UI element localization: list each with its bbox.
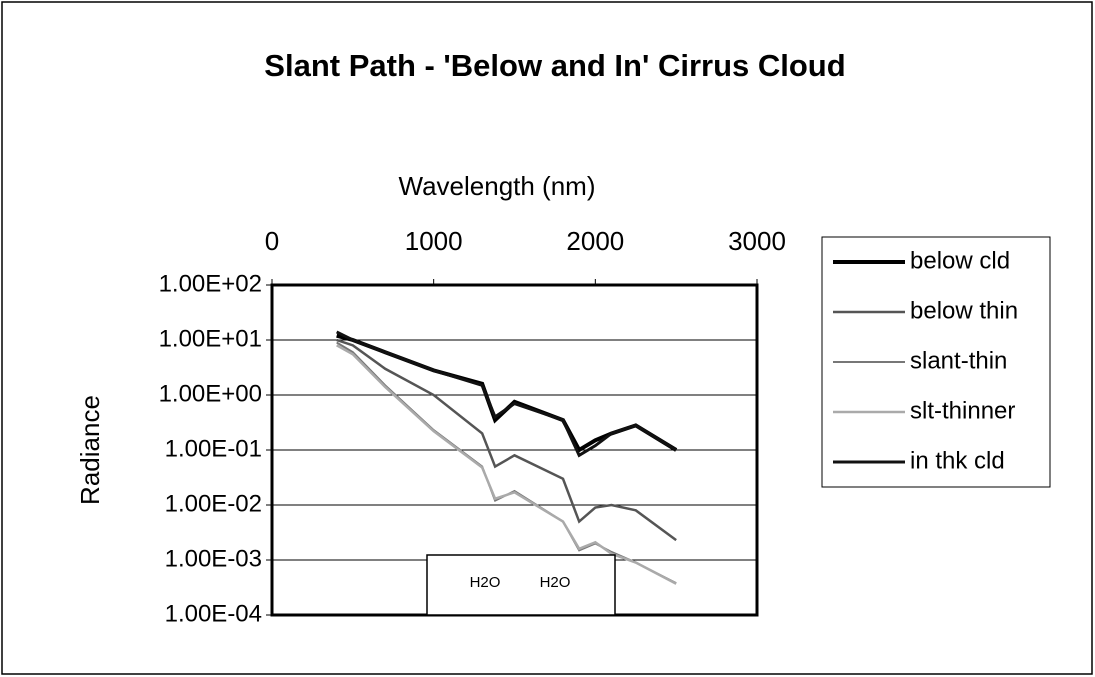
y-axis-label: Radiance xyxy=(75,395,105,505)
legend-label: below cld xyxy=(910,247,1010,274)
x-tick-label: 2000 xyxy=(566,226,624,256)
y-tick-label: 1.00E-03 xyxy=(165,545,262,572)
annotation-box xyxy=(426,554,616,616)
y-tick-label: 1.00E+00 xyxy=(159,380,262,407)
chart-title: Slant Path - 'Below and In' Cirrus Cloud xyxy=(264,48,845,83)
annotation: H2O xyxy=(540,574,571,591)
y-tick-label: 1.00E-01 xyxy=(165,435,262,462)
x-tick-label: 3000 xyxy=(728,226,786,256)
y-tick-label: 1.00E+02 xyxy=(159,270,262,297)
x-tick-label: 1000 xyxy=(405,226,463,256)
legend-label: below thin xyxy=(910,297,1018,324)
series-line xyxy=(336,344,677,585)
annotation: H2O xyxy=(470,574,501,591)
legend-label: in thk cld xyxy=(910,447,1005,474)
y-tick-label: 1.00E-04 xyxy=(165,600,262,627)
legend-label: slt-thinner xyxy=(910,397,1015,424)
legend-label: slant-thin xyxy=(910,347,1007,374)
x-axis-label: Wavelength (nm) xyxy=(399,171,596,201)
x-tick-label: 0 xyxy=(265,226,279,256)
y-tick-label: 1.00E+01 xyxy=(159,325,262,352)
series-line xyxy=(335,330,677,458)
y-tick-label: 1.00E-02 xyxy=(165,490,262,517)
series-line xyxy=(336,338,677,542)
